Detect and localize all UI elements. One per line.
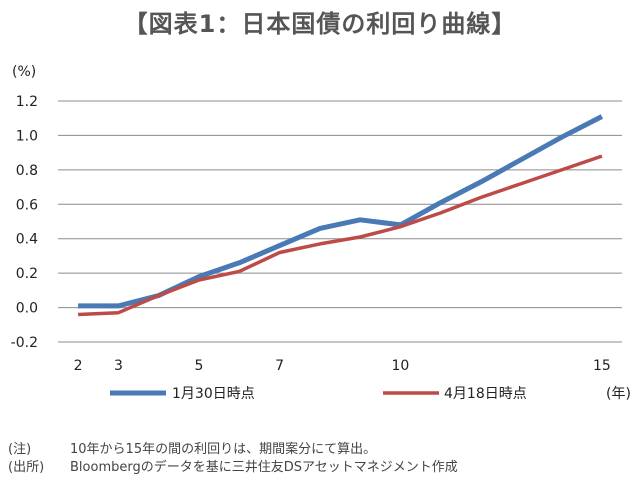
legend-label-2: 4月18日時点 xyxy=(444,386,527,402)
footnote-note-text: 10年から15年の間の利回りは、期間案分にて算出。 xyxy=(70,442,377,457)
y-tick-label: 1.2 xyxy=(16,94,38,110)
y-tick-label: -0.2 xyxy=(11,335,38,351)
y-tick-label: 1.0 xyxy=(16,128,38,144)
x-tick-label: 7 xyxy=(275,358,284,374)
y-tick-label: 0.6 xyxy=(16,197,38,213)
yield-curve-chart: (%) (年) -0.2 0.0 0.2 0.4 0.6 0.8 1.0 1.2 2 3 5 7 10… xyxy=(11,64,631,402)
x-tick-label: 10 xyxy=(392,358,410,374)
footnote-source-text: Bloombergのデータを基に三井住友DSアセットマネジメント作成 xyxy=(70,460,458,475)
footnotes: (注) 10年から15年の間の利回りは、期間案分にて算出。 (出所) Bloombe… xyxy=(8,441,458,477)
y-tick-label: 0.4 xyxy=(16,232,38,248)
footnote-source: (出所) Bloombergのデータを基に三井住友DSアセットマネジメント作成 xyxy=(8,459,458,477)
x-tick-label: 2 xyxy=(74,358,83,374)
x-tick-label: 15 xyxy=(593,358,611,374)
series-line-1 xyxy=(78,114,604,309)
legend-label-1: 1月30日時点 xyxy=(172,386,255,402)
y-tick-labels: -0.2 0.0 0.2 0.4 0.6 0.8 1.0 1.2 xyxy=(11,94,38,351)
y-tick-label: 0.0 xyxy=(16,301,38,317)
x-axis-unit-label: (年) xyxy=(606,386,631,402)
y-tick-label: 0.2 xyxy=(16,266,38,282)
y-axis-unit-label: (%) xyxy=(12,64,36,80)
x-tick-labels: 2 3 5 7 10 15 xyxy=(74,358,611,374)
series-line-2 xyxy=(78,154,603,317)
grid-lines xyxy=(58,100,622,343)
footnote-note-key: (注) xyxy=(8,442,32,457)
x-tick-label: 3 xyxy=(114,358,123,374)
y-tick-label: 0.8 xyxy=(16,163,38,179)
x-tick-label: 5 xyxy=(195,358,204,374)
legend: 1月30日時点 4月18日時点 xyxy=(110,386,527,402)
footnote-source-key: (出所) xyxy=(8,460,45,475)
series-lines xyxy=(78,114,604,317)
chart-title: 【図表1：日本国債の利回り曲線】 xyxy=(123,10,517,38)
footnote-note: (注) 10年から15年の間の利回りは、期間案分にて算出。 xyxy=(8,441,458,459)
